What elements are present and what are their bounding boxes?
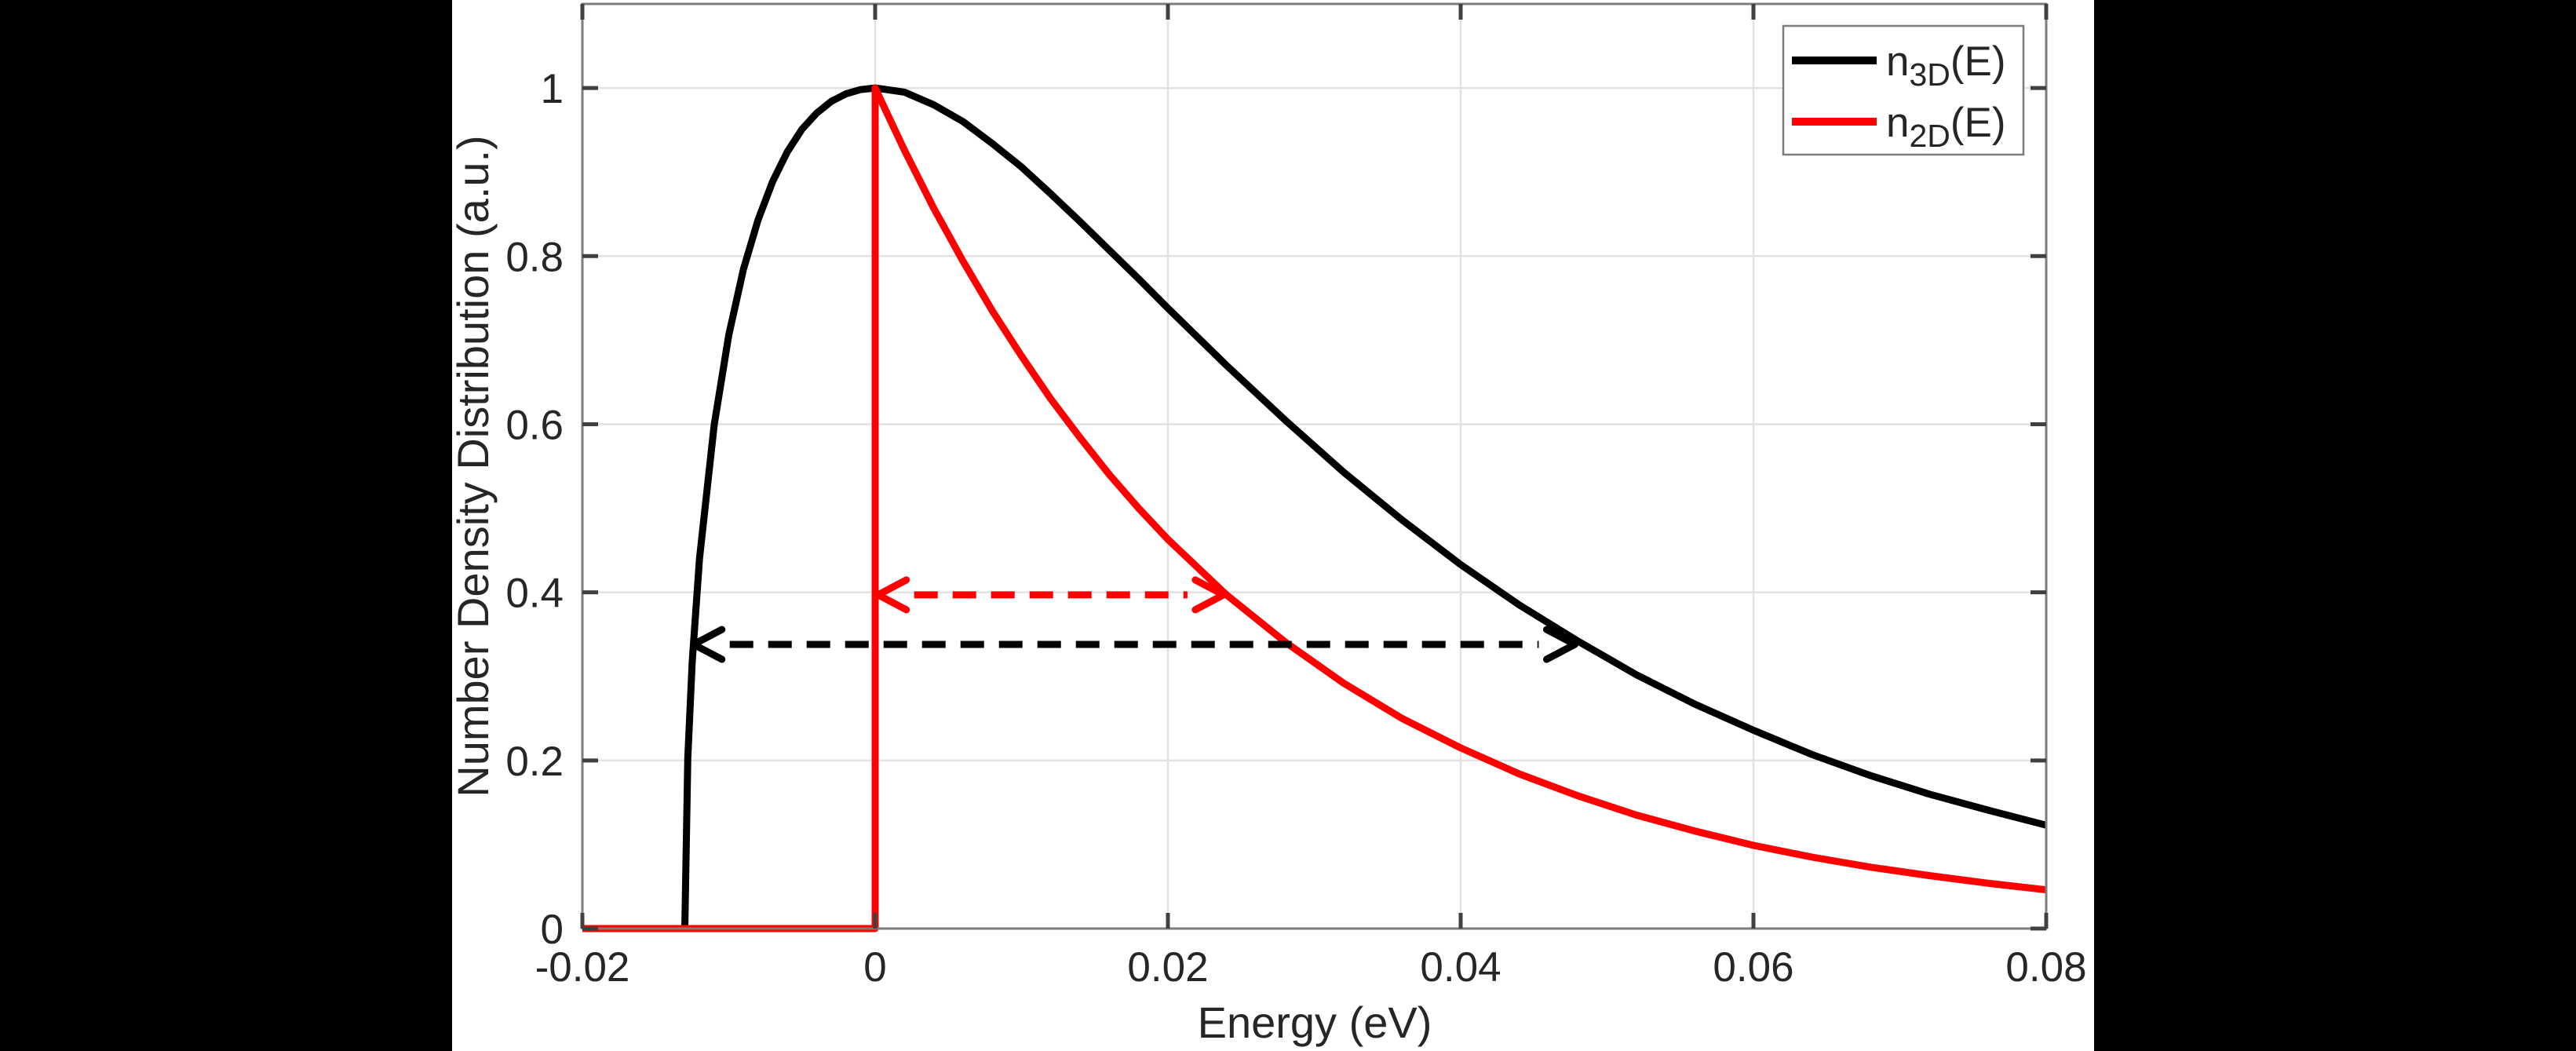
arrowhead-right [1542, 626, 1578, 663]
x-tick-label: 0 [863, 944, 886, 991]
y-tick-label: 0.6 [505, 402, 564, 448]
x-tick-label: 0.04 [1420, 944, 1501, 991]
y-tick-label: 0 [541, 907, 564, 953]
plot-box [581, 2, 2048, 930]
figure-background [452, 0, 2094, 1051]
annotation-arrow-black [690, 626, 1578, 663]
y-axis-label: Number Density Distribution (a.u.) [448, 135, 498, 797]
legend-label-n3d: n3D(E) [1886, 38, 2006, 93]
curve-n2de [582, 84, 2047, 932]
legend-label-n3d-sub: 3D [1909, 57, 1950, 93]
y-tick-label: 0.4 [505, 571, 564, 617]
x-tick-label: 0.06 [1713, 944, 1793, 991]
legend-box [1782, 24, 2025, 156]
x-tick-label: 0.02 [1127, 944, 1208, 991]
legend: n3D(E) n2D(E) [1782, 24, 2025, 156]
y-tick-label: 0.8 [505, 234, 564, 280]
legend-label-n2d-rest: (E) [1950, 100, 2006, 146]
arrowhead-left [690, 626, 726, 663]
arrowhead-right [1191, 576, 1228, 614]
y-tick-label: 1 [541, 66, 564, 112]
legend-label-n2d-sub: 2D [1909, 118, 1950, 154]
curve-n3de [582, 84, 2048, 932]
x-axis-label: Energy (eV) [1198, 998, 1432, 1047]
legend-label-n2d: n2D(E) [1886, 100, 2006, 154]
legend-label-n3d-base: n [1886, 38, 1909, 85]
arrowhead-left [874, 576, 910, 614]
legend-label-n2d-base: n [1886, 100, 1909, 146]
legend-label-n3d-rest: (E) [1950, 38, 2006, 85]
data-curves [582, 84, 2048, 932]
x-tick-label: -0.02 [535, 944, 630, 991]
x-tick-label: 0.08 [2005, 944, 2086, 991]
annotation-arrow-red [874, 576, 1228, 614]
y-tick-label: 0.2 [505, 739, 564, 785]
tick-marks [580, 4, 2049, 931]
annotation-arrows [690, 576, 1578, 663]
